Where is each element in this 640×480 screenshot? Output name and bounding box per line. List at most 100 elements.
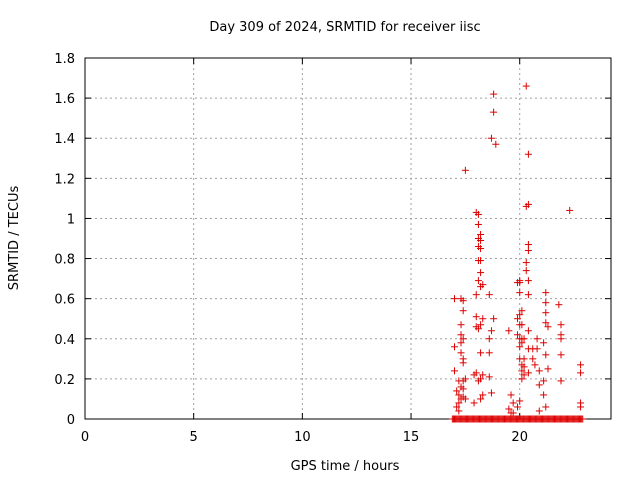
data-point bbox=[577, 403, 585, 411]
data-point bbox=[457, 321, 465, 329]
y-tick-label: 0.4 bbox=[54, 333, 75, 348]
data-point bbox=[485, 373, 493, 381]
data-point bbox=[477, 395, 485, 403]
data-point bbox=[518, 307, 526, 315]
plot-frame bbox=[84, 57, 612, 420]
data-point bbox=[557, 321, 565, 329]
data-point bbox=[542, 289, 550, 297]
data-point bbox=[485, 335, 493, 343]
axis-ticks: 0 0.2 0.4 0.6 0.8 1 1.2 1.4 1.6 1.8 0 5 10 15 20 bbox=[54, 52, 611, 445]
x-tick-label: 15 bbox=[403, 430, 420, 445]
data-point bbox=[459, 359, 467, 367]
data-point bbox=[485, 291, 493, 299]
data-point bbox=[542, 403, 550, 411]
data-point bbox=[487, 134, 495, 142]
data-point bbox=[479, 371, 487, 379]
data-point bbox=[459, 297, 467, 305]
data-point bbox=[459, 385, 467, 393]
y-tick-label: 1.6 bbox=[54, 92, 75, 107]
data-point bbox=[535, 367, 543, 375]
data-point bbox=[514, 403, 522, 411]
y-tick-label: 0.8 bbox=[54, 253, 75, 268]
data-point bbox=[520, 371, 528, 379]
y-tick-label: 0 bbox=[67, 413, 75, 428]
data-point bbox=[490, 315, 498, 323]
data-point bbox=[477, 230, 485, 238]
data-point bbox=[555, 301, 563, 309]
data-point bbox=[540, 377, 548, 385]
data-point bbox=[472, 369, 480, 377]
data-point bbox=[470, 399, 478, 407]
data-point bbox=[542, 319, 550, 327]
data-point bbox=[451, 367, 459, 375]
data-point bbox=[453, 387, 461, 395]
data-point bbox=[477, 257, 485, 265]
data-point bbox=[516, 311, 524, 319]
data-point bbox=[540, 339, 548, 347]
data-point bbox=[531, 361, 539, 369]
data-point bbox=[579, 415, 587, 423]
data-point bbox=[518, 367, 526, 375]
data-point bbox=[455, 407, 463, 415]
data-point bbox=[472, 291, 480, 299]
data-point bbox=[509, 409, 517, 417]
data-point bbox=[477, 349, 485, 357]
data-point bbox=[505, 405, 513, 413]
data-point bbox=[477, 269, 485, 277]
x-tick-label: 0 bbox=[81, 430, 89, 445]
data-point bbox=[516, 397, 524, 405]
data-point bbox=[461, 166, 469, 174]
y-tick-label: 1.8 bbox=[54, 52, 75, 67]
data-point bbox=[457, 339, 465, 347]
y-tick-label: 0.2 bbox=[54, 373, 75, 388]
data-point bbox=[520, 335, 528, 343]
data-point bbox=[474, 277, 482, 285]
data-point bbox=[524, 291, 532, 299]
data-point bbox=[474, 220, 482, 228]
data-point bbox=[544, 365, 552, 373]
x-tick-label: 5 bbox=[190, 430, 198, 445]
data-point bbox=[557, 377, 565, 385]
data-point bbox=[522, 267, 530, 275]
data-point bbox=[457, 349, 465, 357]
data-point bbox=[533, 335, 541, 343]
data-point bbox=[514, 331, 522, 339]
data-point bbox=[518, 375, 526, 383]
data-point bbox=[479, 281, 487, 289]
data-point bbox=[524, 150, 532, 158]
data-point bbox=[520, 363, 528, 371]
data-point bbox=[518, 339, 526, 347]
x-axis-label: GPS time / hours bbox=[291, 459, 400, 474]
data-point bbox=[477, 375, 485, 383]
x-tick-label: 20 bbox=[511, 430, 528, 445]
data-point bbox=[522, 259, 530, 267]
data-point bbox=[524, 241, 532, 249]
y-tick-label: 1.2 bbox=[54, 172, 75, 187]
data-point bbox=[451, 343, 459, 351]
data-point bbox=[529, 355, 537, 363]
data-point bbox=[490, 90, 498, 98]
y-tick-label: 1.4 bbox=[54, 132, 75, 147]
data-point bbox=[461, 395, 469, 403]
y-tick-label: 0.6 bbox=[54, 293, 75, 308]
data-point bbox=[535, 381, 543, 389]
data-point bbox=[542, 351, 550, 359]
data-point bbox=[474, 325, 482, 333]
data-point bbox=[540, 391, 548, 399]
data-point bbox=[535, 407, 543, 415]
data-point bbox=[472, 313, 480, 321]
data-point bbox=[487, 389, 495, 397]
data-point bbox=[520, 355, 528, 363]
data-point bbox=[516, 279, 524, 287]
data-point bbox=[490, 108, 498, 116]
data-point bbox=[524, 247, 532, 255]
data-point bbox=[514, 315, 522, 323]
data-point bbox=[544, 323, 552, 331]
data-point bbox=[459, 307, 467, 315]
y-axis-label: SRMTID / TECUs bbox=[7, 186, 22, 291]
data-point bbox=[459, 335, 467, 343]
data-point bbox=[455, 399, 463, 407]
data-point bbox=[451, 295, 459, 303]
data-point bbox=[518, 321, 526, 329]
data-point bbox=[516, 343, 524, 351]
